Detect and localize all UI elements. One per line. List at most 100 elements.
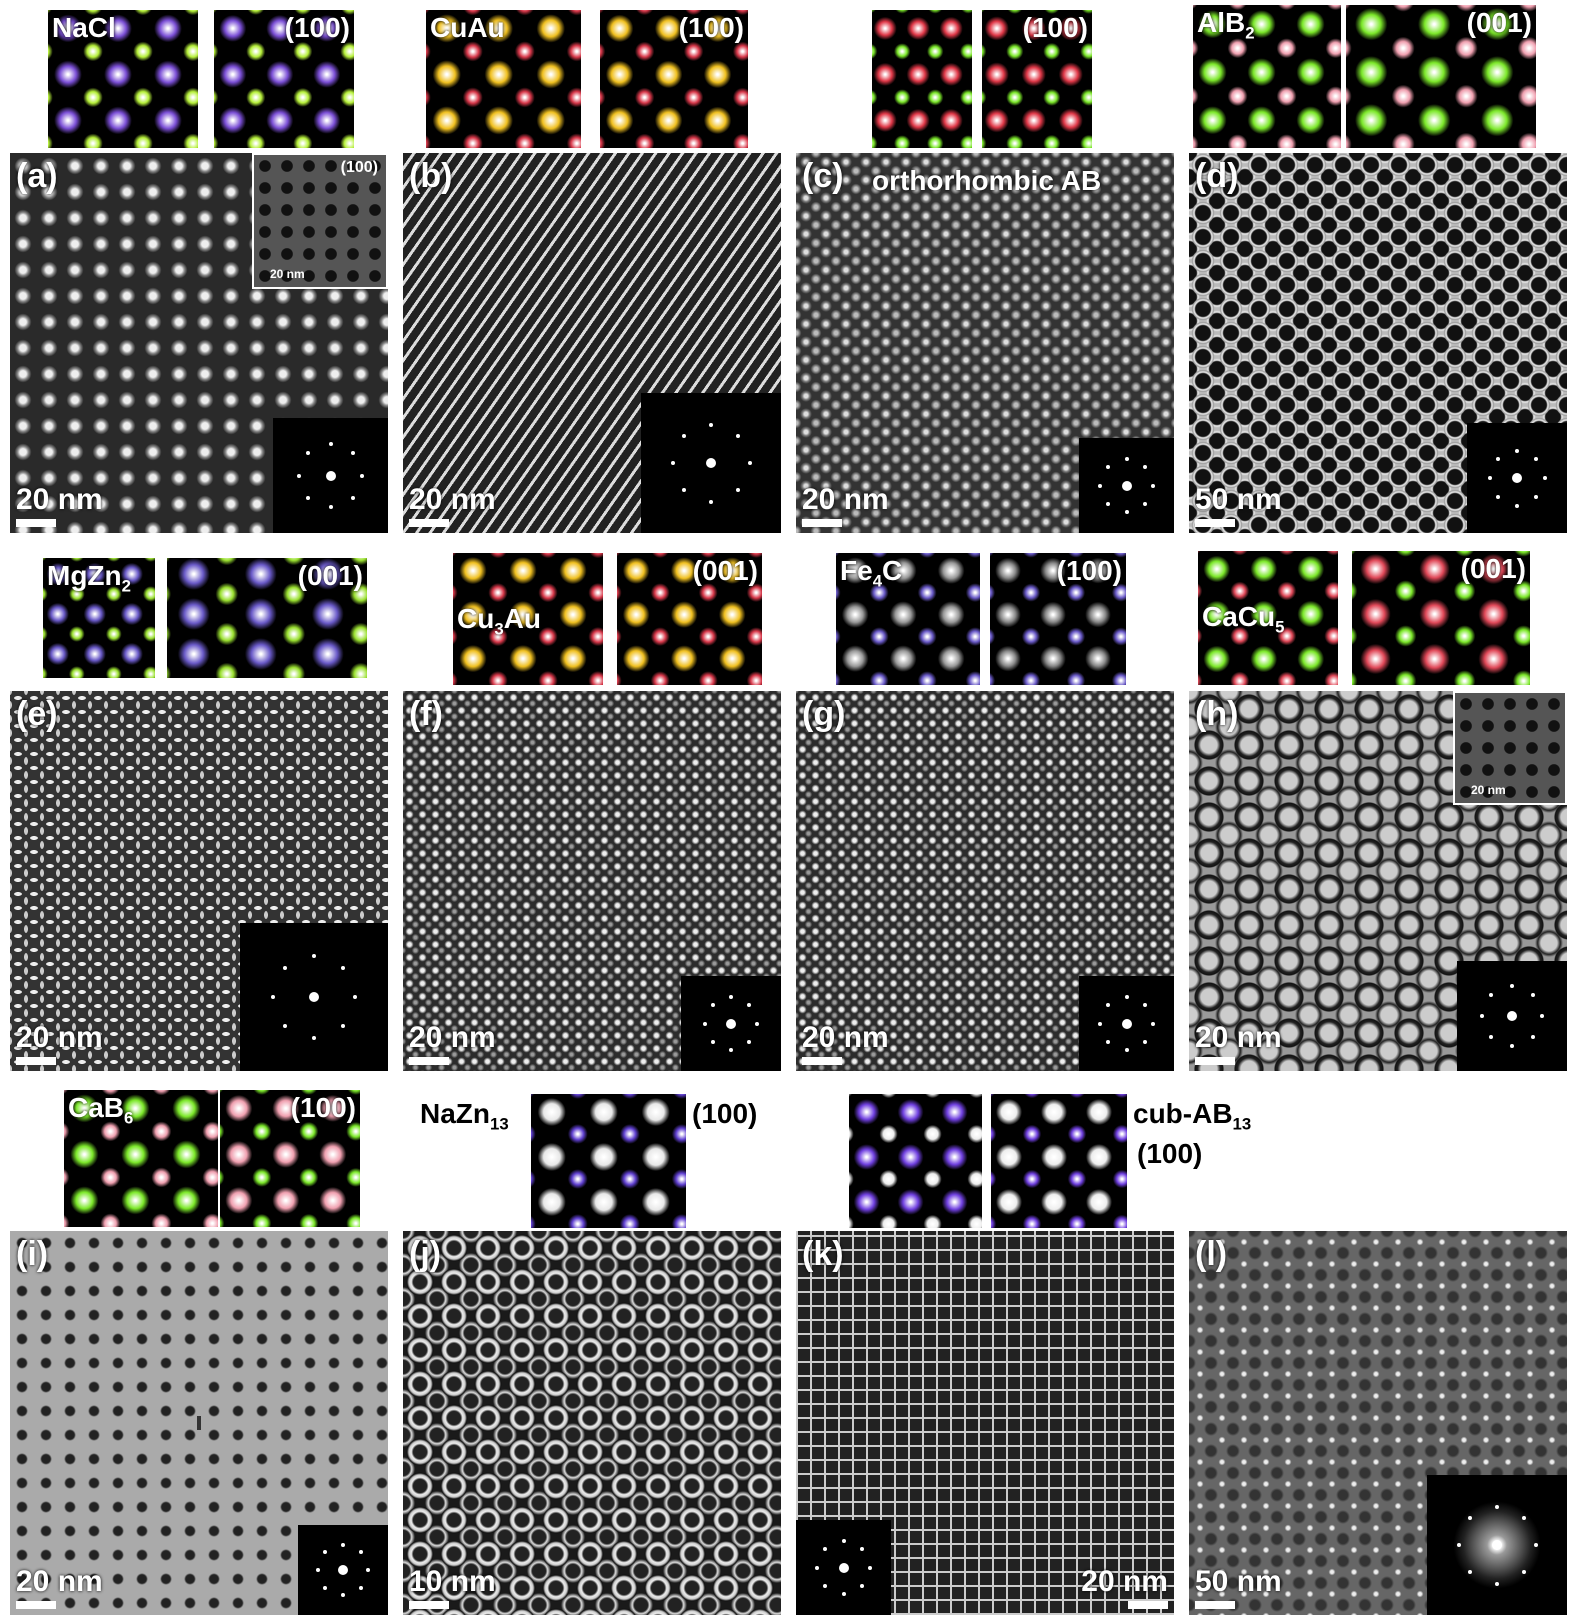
fft-spot bbox=[350, 495, 355, 500]
model-name: CuAu bbox=[430, 12, 505, 43]
fft-spot bbox=[1488, 992, 1493, 997]
model-name: MgZn bbox=[47, 560, 122, 591]
fft-spot bbox=[316, 1568, 321, 1572]
model-name: (001) bbox=[1466, 7, 1532, 38]
magnified-inset: (100) 20 nm bbox=[252, 153, 388, 289]
fft-spot bbox=[1487, 476, 1492, 480]
crystal-model bbox=[872, 10, 972, 148]
scale-bar-line bbox=[409, 519, 449, 527]
inset-scale-label: 20 nm bbox=[1471, 783, 1506, 797]
fft-spot bbox=[1467, 1570, 1472, 1575]
scale-bar: 20 nm bbox=[16, 483, 103, 527]
crystal-model bbox=[849, 1094, 982, 1228]
fft-spot bbox=[306, 495, 311, 500]
crystal-model: (001) bbox=[167, 558, 367, 678]
model-name: (100) bbox=[290, 1092, 356, 1123]
fft-spot bbox=[747, 461, 752, 465]
panel-label: (k) bbox=[802, 1235, 844, 1273]
model-subscript: 3 bbox=[494, 619, 504, 639]
tem-image-panel: (b) 20 nm bbox=[403, 153, 781, 533]
model-name: CaB bbox=[68, 1092, 125, 1123]
fft-spot bbox=[1106, 1003, 1111, 1008]
model-name-suffix: C bbox=[882, 555, 903, 586]
structure-subscript: 13 bbox=[490, 1114, 509, 1134]
fft-spot bbox=[736, 433, 741, 438]
fft-spot bbox=[1495, 1581, 1499, 1586]
panel-label: (b) bbox=[409, 157, 453, 195]
fft-spot bbox=[859, 1547, 864, 1552]
crystal-model: Cu3Au bbox=[453, 553, 603, 685]
fft-spot bbox=[1124, 1047, 1129, 1052]
fft-spot bbox=[1106, 1039, 1111, 1044]
scale-bar-label: 20 nm bbox=[16, 1565, 103, 1598]
crystal-model: MgZn2 bbox=[43, 558, 155, 678]
fft-inset bbox=[796, 1520, 891, 1615]
scale-bar-line bbox=[1195, 1601, 1235, 1609]
model-label: (001) bbox=[298, 560, 363, 592]
fft-center-spot bbox=[1512, 473, 1522, 483]
fft-spot bbox=[1534, 495, 1539, 500]
scale-bar-label: 50 nm bbox=[1195, 483, 1282, 516]
model-label: (100) bbox=[1057, 555, 1122, 587]
structure-label: (100) bbox=[692, 1098, 757, 1130]
model-label: CuAu bbox=[430, 12, 505, 44]
model-label: AlB2 bbox=[1197, 7, 1255, 44]
model-label: NaCl bbox=[52, 12, 116, 44]
fft-center-spot bbox=[1507, 1011, 1517, 1021]
scale-bar-line bbox=[409, 1601, 449, 1609]
scale-bar-line bbox=[409, 1057, 449, 1065]
tem-image-panel: (h) 20 nm 20 nm bbox=[1189, 691, 1567, 1071]
model-label: (100) bbox=[679, 12, 744, 44]
fft-spot bbox=[1515, 448, 1519, 453]
scale-bar-line bbox=[16, 1057, 56, 1065]
tem-image-panel: (e) 20 nm bbox=[10, 691, 388, 1071]
crystal-model: AlB2 bbox=[1193, 5, 1341, 148]
fft-center-spot bbox=[726, 1018, 736, 1029]
fft-spot bbox=[815, 1565, 820, 1570]
panel-label: (c) bbox=[802, 157, 844, 195]
fft-center-spot bbox=[1492, 1540, 1502, 1550]
fft-spot bbox=[271, 995, 276, 999]
fft-spot bbox=[841, 1591, 846, 1596]
fft-spot bbox=[1124, 457, 1129, 462]
fft-inset bbox=[1079, 976, 1174, 1071]
fft-spot bbox=[859, 1583, 864, 1588]
model-label: CaB6 bbox=[68, 1092, 133, 1129]
fft-center-spot bbox=[309, 992, 319, 1002]
fft-spot bbox=[350, 451, 355, 456]
model-subscript: 6 bbox=[124, 1108, 134, 1128]
model-label: (001) bbox=[1461, 553, 1526, 585]
fft-center-spot bbox=[1121, 1018, 1132, 1029]
fft-spot bbox=[1531, 992, 1536, 997]
tem-image-panel: (c) orthorhombic AB 20 nm bbox=[796, 153, 1174, 533]
tem-image-panel: (g) 20 nm bbox=[796, 691, 1174, 1071]
scale-bar: 20 nm bbox=[16, 1021, 103, 1065]
fft-spot bbox=[323, 1585, 328, 1590]
crystal-model: (100) bbox=[220, 1090, 360, 1227]
fft-spot bbox=[702, 1021, 707, 1026]
fft-spot bbox=[710, 1039, 715, 1044]
fft-spot bbox=[1124, 509, 1129, 514]
fft-spot bbox=[1495, 495, 1500, 500]
fft-spot bbox=[1522, 1515, 1527, 1520]
scale-bar-label: 20 nm bbox=[16, 1021, 103, 1054]
fft-spot bbox=[360, 473, 365, 478]
crystal-model: (100) bbox=[982, 10, 1092, 148]
fft-spot bbox=[341, 1543, 345, 1548]
panel-label: (h) bbox=[1195, 695, 1239, 733]
scale-bar: 10 nm bbox=[409, 1565, 496, 1609]
structure-name: cub-AB bbox=[1133, 1098, 1233, 1129]
fft-spot bbox=[709, 422, 713, 427]
tem-image-panel: (j) 10 nm bbox=[403, 1231, 781, 1615]
tem-image-panel: (k) 20 nm bbox=[796, 1231, 1174, 1615]
crystal-model: CaCu5 bbox=[1198, 551, 1338, 685]
fft-spot bbox=[1106, 465, 1111, 470]
fft-spot bbox=[1142, 501, 1147, 506]
tem-image-panel: (f) 20 nm bbox=[403, 691, 781, 1071]
model-subscript: 2 bbox=[121, 576, 131, 596]
structure-name: (100) bbox=[1137, 1138, 1203, 1169]
structure-label: NaZn13 bbox=[420, 1098, 509, 1135]
tem-image-panel: (l) 50 nm bbox=[1189, 1231, 1567, 1615]
fft-spot bbox=[681, 433, 686, 438]
fft-spot bbox=[1522, 1570, 1527, 1575]
